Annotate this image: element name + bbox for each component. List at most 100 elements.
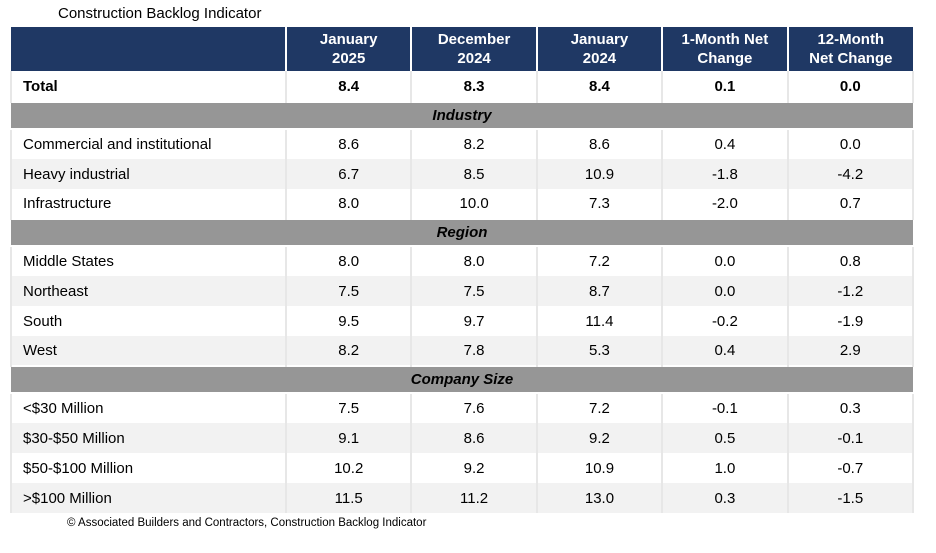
value-cell: 9.2: [411, 453, 538, 483]
section-band-label: Company Size: [11, 365, 913, 394]
section-band-company-size: Company Size: [11, 365, 913, 394]
value-cell: 0.5: [662, 423, 789, 453]
table-row: <$30 Million 7.5 7.6 7.2 -0.1 0.3: [10, 393, 915, 423]
table-row: Infrastructure 8.0 10.0 7.3 -2.0 0.7: [10, 189, 915, 219]
backlog-table: January 2025 December 2024 January 2024 1-M…: [10, 27, 915, 513]
value-cell: 7.2: [536, 246, 664, 276]
header-line: Net Change: [809, 50, 893, 67]
value-cell: -0.7: [787, 453, 915, 483]
value-cell: 11.2: [411, 483, 538, 513]
value-cell: -1.2: [787, 276, 915, 306]
value-cell: -1.5: [787, 483, 915, 513]
header-cell-jan-2024: January 2024: [536, 27, 664, 71]
value-cell: 7.8: [411, 336, 538, 366]
value-cell: 0.8: [787, 246, 915, 276]
value-cell: 7.5: [286, 276, 413, 306]
value-cell: 10.2: [286, 453, 413, 483]
header-cell-empty: [11, 27, 287, 71]
value-cell: 8.6: [536, 129, 664, 159]
header-line: 2024: [457, 50, 491, 67]
value-cell: 10.9: [536, 453, 664, 483]
row-label: Northeast: [10, 276, 287, 306]
value-cell: -1.9: [787, 306, 915, 336]
value-cell: 8.0: [286, 189, 413, 219]
value-cell: 1.0: [662, 453, 789, 483]
value-cell: -0.2: [662, 306, 789, 336]
value-cell: 8.7: [536, 276, 664, 306]
value-cell: 8.0: [286, 246, 413, 276]
table-row: Northeast 7.5 7.5 8.7 0.0 -1.2: [10, 276, 915, 306]
value-cell: 8.2: [286, 336, 413, 366]
section-band-label: Industry: [11, 101, 913, 130]
row-label: Middle States: [10, 246, 287, 276]
value-cell: 0.4: [662, 129, 789, 159]
header-row: January 2025 December 2024 January 2024 1-M…: [11, 27, 913, 71]
total-row: Total 8.4 8.3 8.4 0.1 0.0: [10, 71, 915, 102]
table-row: West 8.2 7.8 5.3 0.4 2.9: [10, 336, 915, 366]
table-row: >$100 Million 11.5 11.2 13.0 0.3 -1.5: [10, 483, 915, 513]
value-cell: 0.7: [787, 189, 915, 219]
value-cell: 0.3: [787, 393, 915, 423]
value-cell: 9.5: [286, 306, 413, 336]
row-label: $30-$50 Million: [10, 423, 287, 453]
value-cell: -4.2: [787, 159, 915, 189]
header-cell-12-month-net-change: 12-Month Net Change: [787, 27, 913, 71]
value-cell: 7.5: [286, 393, 413, 423]
row-label: <$30 Million: [10, 393, 287, 423]
value-cell: 10.9: [536, 159, 664, 189]
row-label: $50-$100 Million: [10, 453, 287, 483]
value-cell: 0.0: [662, 276, 789, 306]
header-line: 1-Month Net: [681, 31, 769, 48]
value-cell: -1.8: [662, 159, 789, 189]
page: Construction Backlog Indicator January 20…: [0, 4, 936, 531]
value-cell: -0.1: [662, 393, 789, 423]
section-band-industry: Industry: [11, 101, 913, 130]
table-row: Commercial and institutional 8.6 8.2 8.6 0.4…: [10, 129, 915, 159]
value-cell: 10.0: [411, 189, 538, 219]
table-row: Heavy industrial 6.7 8.5 10.9 -1.8 -4.2: [10, 159, 915, 189]
value-cell: 0.1: [662, 71, 789, 102]
table-row: $30-$50 Million 9.1 8.6 9.2 0.5 -0.1: [10, 423, 915, 453]
header-cell-jan-2025: January 2025: [286, 27, 413, 71]
value-cell: 2.9: [787, 336, 915, 366]
value-cell: 8.6: [286, 129, 413, 159]
value-cell: 8.5: [411, 159, 538, 189]
page-title: Construction Backlog Indicator: [58, 5, 262, 22]
value-cell: 9.2: [536, 423, 664, 453]
header-cell-1-month-net-change: 1-Month Net Change: [662, 27, 789, 71]
section-band-label: Region: [11, 218, 913, 247]
value-cell: 13.0: [536, 483, 664, 513]
value-cell: 7.3: [536, 189, 664, 219]
row-label: Heavy industrial: [10, 159, 287, 189]
value-cell: 8.2: [411, 129, 538, 159]
value-cell: -0.1: [787, 423, 915, 453]
header-line: 2025: [332, 50, 366, 67]
row-label: >$100 Million: [10, 483, 287, 513]
table-row: Middle States 8.0 8.0 7.2 0.0 0.8: [10, 246, 915, 276]
row-label: Commercial and institutional: [10, 129, 287, 159]
copyright-text: © Associated Builders and Contractors, C…: [67, 517, 427, 529]
header-line: January: [319, 31, 378, 48]
value-cell: 6.7: [286, 159, 413, 189]
value-cell: 8.4: [286, 71, 413, 102]
value-cell: 5.3: [536, 336, 664, 366]
value-cell: 0.0: [662, 246, 789, 276]
value-cell: 9.1: [286, 423, 413, 453]
value-cell: 7.5: [411, 276, 538, 306]
header-line: 12-Month: [817, 31, 885, 48]
table-row: South 9.5 9.7 11.4 -0.2 -1.9: [10, 306, 915, 336]
row-label: Total: [10, 71, 287, 102]
value-cell: -2.0: [662, 189, 789, 219]
table-row: $50-$100 Million 10.2 9.2 10.9 1.0 -0.7: [10, 453, 915, 483]
value-cell: 7.2: [536, 393, 664, 423]
value-cell: 11.5: [286, 483, 413, 513]
header-line: 2024: [582, 50, 617, 67]
row-label: Infrastructure: [10, 189, 287, 219]
header-line: Change: [697, 50, 753, 67]
value-cell: 8.0: [411, 246, 538, 276]
table-body: Total 8.4 8.3 8.4 0.1 0.0 Industry Commer…: [10, 71, 915, 513]
value-cell: 7.6: [411, 393, 538, 423]
value-cell: 0.3: [662, 483, 789, 513]
section-band-region: Region: [11, 218, 913, 247]
value-cell: 8.4: [536, 71, 664, 102]
